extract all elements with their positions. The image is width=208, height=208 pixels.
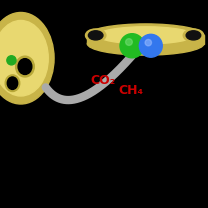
Ellipse shape [0,12,54,104]
Ellipse shape [7,77,18,89]
Ellipse shape [87,24,204,47]
Circle shape [7,56,16,65]
Circle shape [126,39,132,45]
Ellipse shape [88,31,103,40]
Text: CH₄: CH₄ [119,84,144,97]
Ellipse shape [5,75,20,92]
Circle shape [120,34,144,58]
Text: CO₂: CO₂ [90,74,115,87]
Ellipse shape [85,29,106,42]
Ellipse shape [98,27,193,44]
Ellipse shape [87,32,204,55]
Bar [87,35,204,44]
Ellipse shape [183,29,204,42]
Circle shape [145,40,151,46]
Ellipse shape [0,20,48,96]
Ellipse shape [16,56,34,77]
Circle shape [139,34,162,57]
Ellipse shape [18,59,32,74]
Ellipse shape [186,31,201,40]
